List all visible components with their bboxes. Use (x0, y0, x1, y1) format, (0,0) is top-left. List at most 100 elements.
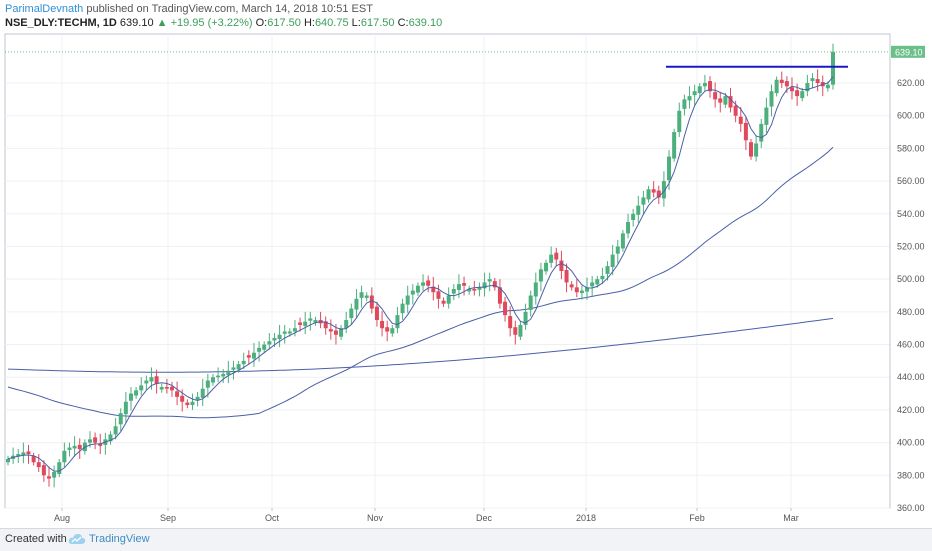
candle-body (159, 387, 164, 390)
candle-body (549, 254, 554, 263)
candle-body (36, 462, 41, 468)
candle-body (123, 401, 128, 415)
y-tick-label: 620.00 (897, 78, 925, 88)
candle-body (374, 306, 379, 321)
candle-body (728, 96, 733, 108)
candle-body (31, 456, 36, 463)
publish-info: ParimalDevnath published on TradingView.… (5, 3, 373, 15)
candle-body (702, 83, 707, 87)
candle-body (769, 91, 774, 107)
open-label: O: (255, 17, 268, 29)
candle-body (359, 292, 364, 298)
candle-body (52, 472, 57, 478)
candle-body (446, 295, 451, 304)
candle-body (451, 288, 456, 294)
x-tick-label: 2018 (576, 513, 596, 523)
x-tick-label: Mar (783, 513, 799, 523)
candle-body (754, 143, 759, 157)
candle-body (421, 282, 426, 286)
candle-body (564, 270, 569, 283)
candle-body (77, 444, 82, 450)
high-value: 640.75 (314, 17, 349, 29)
candle-body (743, 122, 748, 141)
candle-body (431, 286, 436, 293)
price-chart[interactable]: 639.10 360.00 380.00 400.00 420.00 440.00 460… (0, 0, 932, 528)
close-label: C: (397, 17, 409, 29)
y-tick-label: 480.00 (897, 307, 925, 317)
candle-body (815, 79, 820, 84)
candle-body (810, 78, 815, 82)
tradingview-brand-link[interactable]: TradingView (89, 533, 150, 545)
candle-body (26, 451, 31, 455)
y-tick-label: 540.00 (897, 209, 925, 219)
candle-body (672, 132, 677, 159)
candle-body (805, 83, 810, 92)
candle-body (456, 284, 461, 290)
candle-body (339, 328, 344, 337)
candle-body (62, 450, 67, 463)
candle-body (492, 281, 497, 288)
x-tick-label: Feb (689, 513, 705, 523)
candle-body (415, 285, 420, 293)
candle-body (533, 282, 538, 297)
candle-body (482, 282, 487, 289)
candle-body (344, 320, 349, 329)
candle-body (774, 79, 779, 94)
candle-body (600, 275, 605, 280)
candle-body (723, 96, 728, 105)
candle-body (569, 284, 574, 288)
y-tick-label: 500.00 (897, 274, 925, 284)
candle-body (610, 254, 615, 268)
ohlc-bar: NSE_DLY:TECHM, 1D 639.10 ▲ +19.95 (+3.22… (5, 17, 442, 29)
candle-body (825, 84, 830, 89)
candle-body (128, 393, 133, 401)
x-tick-label: Nov (367, 513, 384, 523)
ma-short-line (7, 76, 834, 472)
open-value: 617.50 (267, 17, 301, 29)
candle-body (113, 426, 118, 435)
candle-body (667, 156, 672, 181)
candle-body (784, 81, 789, 87)
candle-body (149, 377, 154, 382)
candle-body (487, 279, 492, 282)
author-link[interactable]: ParimalDevnath (5, 3, 84, 15)
candle-body (185, 402, 190, 406)
candle-body (226, 370, 231, 375)
candle-body (21, 452, 26, 456)
candle-body (528, 295, 533, 310)
candle-body (441, 300, 446, 304)
candle-body (503, 301, 508, 316)
candle-body (298, 322, 303, 325)
candle-body (764, 107, 769, 125)
candle-body (472, 288, 477, 291)
candle-body (72, 445, 77, 449)
candle-body (651, 189, 656, 193)
candle-body (462, 283, 467, 286)
candle-body (200, 388, 205, 398)
candle-body (380, 321, 385, 329)
candle-body (579, 290, 584, 294)
symbol-label: NSE_DLY:TECHM, 1D (5, 17, 117, 29)
candle-body (287, 331, 292, 334)
candle-body (636, 205, 641, 215)
y-tick-label: 460.00 (897, 340, 925, 350)
candle-body (87, 439, 92, 443)
candle-body (262, 344, 267, 350)
candle-body (349, 308, 354, 319)
candle-body (241, 360, 246, 365)
candle-body (277, 334, 282, 339)
candle-body (692, 91, 697, 96)
candle-body (410, 290, 415, 295)
candle-body (790, 87, 795, 92)
candle-body (16, 454, 21, 457)
candle-body (67, 447, 72, 450)
low-value: 617.50 (360, 17, 395, 29)
low-label: L: (351, 17, 361, 29)
candle-body (292, 328, 297, 332)
candle-body (257, 347, 262, 352)
candle-body (605, 266, 610, 274)
candle-body (221, 373, 226, 377)
candle-body (477, 287, 482, 290)
y-tick-label: 560.00 (897, 176, 925, 186)
plot-frame (4, 33, 891, 509)
